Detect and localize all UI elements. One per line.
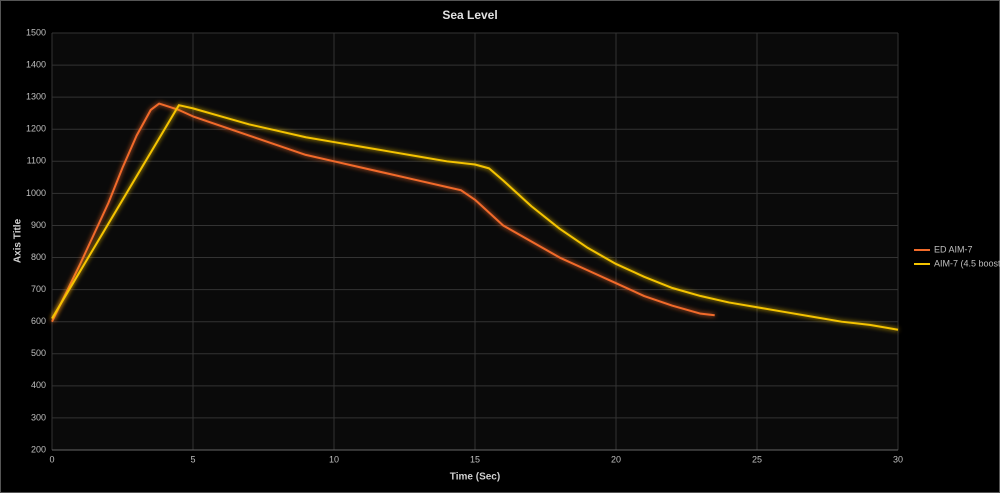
- chart-title: Sea Level: [442, 8, 497, 22]
- x-tick-label: 30: [893, 454, 903, 464]
- x-tick-label: 20: [611, 454, 621, 464]
- y-tick-label: 1200: [26, 124, 46, 134]
- y-tick-label: 400: [31, 380, 46, 390]
- x-tick-label: 10: [329, 454, 339, 464]
- x-axis-title: Time (Sec): [450, 472, 500, 483]
- series-line: [51, 104, 899, 331]
- y-tick-label: 1000: [26, 188, 46, 198]
- y-tick-label: 200: [31, 444, 46, 454]
- y-tick-label: 1100: [27, 156, 46, 166]
- x-tick-label: 15: [470, 454, 480, 464]
- x-tick-label: 25: [752, 454, 762, 464]
- x-tick-label: 5: [190, 454, 195, 464]
- series-line: [51, 102, 715, 323]
- y-tick-label: 700: [31, 284, 46, 294]
- y-tick-label: 1500: [26, 27, 46, 37]
- y-tick-label: 300: [31, 412, 46, 422]
- y-tick-label: 1300: [26, 92, 46, 102]
- y-tick-label: 500: [31, 348, 46, 358]
- legend-label: AIM-7 (4.5 boost): [934, 258, 1000, 268]
- y-axis-title: Axis Title: [13, 218, 24, 263]
- y-tick-label: 900: [31, 220, 46, 230]
- y-tick-label: 1400: [26, 59, 46, 69]
- legend-label: ED AIM-7: [934, 244, 973, 254]
- y-tick-label: 800: [31, 252, 46, 262]
- y-tick-label: 600: [31, 316, 46, 326]
- x-tick-label: 0: [49, 454, 54, 464]
